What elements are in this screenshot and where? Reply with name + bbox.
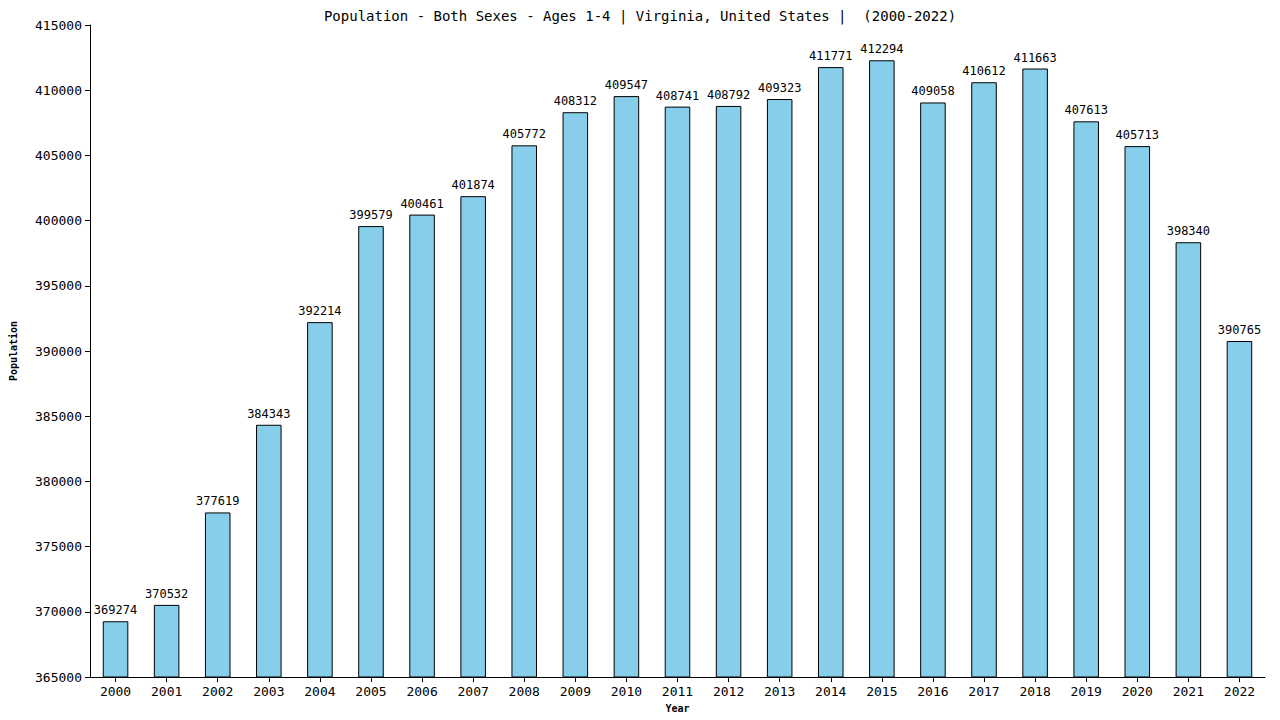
svg-text:399579: 399579: [349, 208, 392, 222]
svg-text:2004: 2004: [304, 684, 335, 699]
svg-text:407613: 407613: [1065, 103, 1108, 117]
svg-text:2010: 2010: [611, 684, 642, 699]
svg-text:377619: 377619: [196, 494, 239, 508]
svg-text:2005: 2005: [355, 684, 386, 699]
svg-text:411663: 411663: [1013, 51, 1056, 65]
svg-text:2017: 2017: [968, 684, 999, 699]
svg-text:400461: 400461: [400, 197, 443, 211]
svg-text:370000: 370000: [35, 604, 82, 619]
svg-text:408312: 408312: [554, 94, 597, 108]
svg-text:405713: 405713: [1116, 128, 1159, 142]
svg-text:409547: 409547: [605, 78, 648, 92]
svg-text:370532: 370532: [145, 587, 188, 601]
svg-text:Population - Both Sexes - Ages: Population - Both Sexes - Ages 1-4 | Vir…: [324, 8, 956, 25]
svg-text:2002: 2002: [202, 684, 233, 699]
svg-text:2021: 2021: [1173, 684, 1204, 699]
svg-text:392214: 392214: [298, 304, 341, 318]
svg-text:400000: 400000: [35, 213, 82, 228]
svg-text:390765: 390765: [1218, 323, 1261, 337]
svg-text:2014: 2014: [815, 684, 846, 699]
svg-text:2019: 2019: [1071, 684, 1102, 699]
svg-text:2015: 2015: [866, 684, 897, 699]
svg-text:2006: 2006: [406, 684, 437, 699]
svg-text:2020: 2020: [1122, 684, 1153, 699]
svg-text:365000: 365000: [35, 670, 82, 685]
svg-text:Population: Population: [8, 321, 19, 381]
svg-text:375000: 375000: [35, 539, 82, 554]
svg-text:415000: 415000: [35, 18, 82, 33]
svg-text:2009: 2009: [560, 684, 591, 699]
svg-text:405772: 405772: [503, 127, 546, 141]
svg-text:405000: 405000: [35, 148, 82, 163]
svg-text:385000: 385000: [35, 409, 82, 424]
svg-text:2011: 2011: [662, 684, 693, 699]
svg-text:408792: 408792: [707, 88, 750, 102]
svg-text:410000: 410000: [35, 83, 82, 98]
svg-text:2000: 2000: [100, 684, 131, 699]
svg-text:369274: 369274: [94, 603, 137, 617]
svg-text:412294: 412294: [860, 42, 903, 56]
svg-text:380000: 380000: [35, 474, 82, 489]
svg-text:411771: 411771: [809, 49, 852, 63]
svg-text:384343: 384343: [247, 407, 290, 421]
svg-text:408741: 408741: [656, 89, 699, 103]
svg-text:2007: 2007: [457, 684, 488, 699]
svg-text:2012: 2012: [713, 684, 744, 699]
svg-text:2016: 2016: [917, 684, 948, 699]
svg-text:390000: 390000: [35, 344, 82, 359]
svg-text:2013: 2013: [764, 684, 795, 699]
svg-text:398340: 398340: [1167, 224, 1210, 238]
svg-text:2018: 2018: [1019, 684, 1050, 699]
svg-text:409323: 409323: [758, 81, 801, 95]
svg-text:2008: 2008: [509, 684, 540, 699]
svg-text:410612: 410612: [962, 64, 1005, 78]
svg-text:409058: 409058: [911, 84, 954, 98]
svg-text:395000: 395000: [35, 278, 82, 293]
svg-text:Year: Year: [665, 703, 689, 714]
svg-text:2022: 2022: [1224, 684, 1255, 699]
svg-text:2001: 2001: [151, 684, 182, 699]
svg-text:2003: 2003: [253, 684, 284, 699]
svg-text:401874: 401874: [451, 178, 494, 192]
